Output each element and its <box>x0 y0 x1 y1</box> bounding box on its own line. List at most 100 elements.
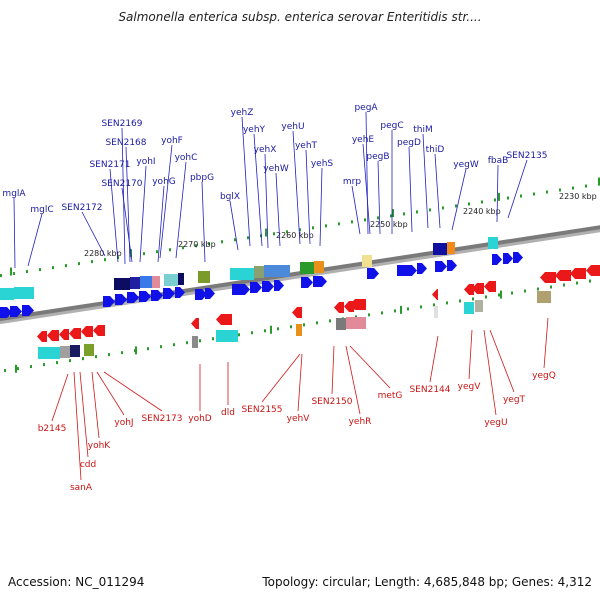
reverse-gene-label: SEN2150 <box>311 397 352 407</box>
reverse-gene-arrow <box>432 289 438 300</box>
forward-gene-label: yehZ <box>231 108 254 118</box>
minor-tick <box>563 283 565 287</box>
forward-gene-label: SEN2135 <box>506 151 547 161</box>
minor-tick <box>377 216 379 220</box>
forward-gene-arrow <box>274 280 284 291</box>
minor-tick <box>559 188 561 192</box>
forward-gene-label: bglX <box>220 192 240 202</box>
reverse-annotation-block <box>38 347 60 359</box>
minor-tick <box>182 246 184 250</box>
forward-gene-label: SEN2170 <box>101 179 142 189</box>
reverse-gene-label: yehR <box>349 417 372 427</box>
reverse-gene-label: sanA <box>70 483 93 493</box>
minor-tick <box>173 343 175 347</box>
reverse-label-leader <box>79 371 89 458</box>
minor-tick <box>169 248 171 252</box>
forward-annotation-block <box>140 276 152 288</box>
minor-tick <box>104 258 106 262</box>
forward-annotation-block <box>130 277 140 289</box>
forward-label-leader <box>121 127 126 265</box>
forward-gene-arrow <box>195 289 207 300</box>
reverse-label-leader <box>96 371 125 416</box>
forward-label-leader <box>109 168 119 263</box>
reverse-annotation-block <box>296 324 302 336</box>
minor-tick <box>455 204 457 208</box>
forward-label-leader <box>157 185 165 263</box>
minor-tick <box>277 327 279 331</box>
forward-label-leader <box>81 211 106 257</box>
reverse-gene-arrow <box>37 331 47 342</box>
forward-gene-label: mrp <box>343 177 361 187</box>
reverse-gene-arrow <box>69 328 81 339</box>
minor-tick <box>507 196 509 200</box>
minor-tick <box>17 367 19 371</box>
forward-gene-arrow <box>492 254 502 265</box>
scale-label: 2270 kbp <box>178 240 216 249</box>
reverse-annotation-block <box>70 345 80 357</box>
reverse-gene-label: yohJ <box>114 418 133 428</box>
reverse-label-leader <box>429 335 439 383</box>
minor-tick <box>26 270 28 274</box>
scale-label: 2240 kbp <box>463 207 501 216</box>
minor-tick <box>30 365 32 369</box>
map-title: Salmonella enterica subsp. enterica sero… <box>118 10 482 24</box>
minor-tick <box>143 252 145 256</box>
minor-tick <box>420 305 422 309</box>
forward-gene-label: thiD <box>426 145 445 155</box>
reverse-label-leader <box>468 329 473 380</box>
reverse-gene-arrow <box>586 265 600 276</box>
minor-tick <box>416 210 418 214</box>
reverse-gene-arrow <box>484 281 496 292</box>
minor-tick <box>290 325 292 329</box>
forward-gene-label: yehE <box>352 135 375 145</box>
minor-tick <box>147 347 149 351</box>
reverse-annotation-block <box>434 306 438 318</box>
minor-tick <box>43 363 45 367</box>
minor-tick <box>589 279 591 283</box>
scale-label: 2280 kbp <box>84 249 122 258</box>
reverse-gene-arrow <box>540 272 556 283</box>
reverse-gene-arrow <box>93 325 105 336</box>
major-tick <box>498 192 500 201</box>
forward-gene-arrow <box>103 296 115 307</box>
minor-tick <box>156 250 158 254</box>
minor-tick <box>325 224 327 228</box>
reverse-annotation-block <box>464 302 474 314</box>
forward-annotation-block <box>152 276 160 288</box>
forward-label-leader <box>365 111 369 235</box>
forward-label-leader <box>175 161 187 259</box>
minor-tick <box>364 218 366 222</box>
forward-gene-label: pegC <box>380 121 403 131</box>
reverse-gene-arrow <box>464 284 474 295</box>
scale-label: 2230 kbp <box>559 192 597 201</box>
reverse-gene-arrow <box>81 326 93 337</box>
minor-tick <box>407 307 409 311</box>
reverse-gene-arrow <box>350 299 366 310</box>
minor-tick <box>472 297 474 301</box>
minor-tick <box>520 194 522 198</box>
minor-tick <box>212 337 214 341</box>
reverse-gene-label: yegV <box>458 382 482 392</box>
forward-gene-label: SEN2172 <box>61 203 102 213</box>
minor-tick <box>351 220 353 224</box>
forward-gene-label: SEN2168 <box>105 138 146 148</box>
minor-tick <box>537 287 539 291</box>
forward-label-leader <box>275 172 281 247</box>
forward-gene-label: mglC <box>30 205 53 215</box>
minor-tick <box>208 242 210 246</box>
major-tick <box>500 290 502 299</box>
reverse-annotation-block <box>192 336 198 348</box>
forward-label-leader <box>319 167 323 247</box>
minor-tick <box>403 212 405 216</box>
forward-gene-label: yohC <box>175 153 198 163</box>
reverse-gene-label: SEN2155 <box>241 405 282 415</box>
reverse-annotation-block <box>336 318 346 330</box>
minor-tick <box>108 353 110 357</box>
minor-tick <box>442 206 444 210</box>
reverse-gene-label: yohK <box>88 441 112 451</box>
reverse-label-leader <box>543 317 549 369</box>
accession-text: Accession: NC_011294 <box>8 575 145 589</box>
forward-label-leader <box>264 153 269 249</box>
forward-gene-arrow <box>503 253 513 264</box>
